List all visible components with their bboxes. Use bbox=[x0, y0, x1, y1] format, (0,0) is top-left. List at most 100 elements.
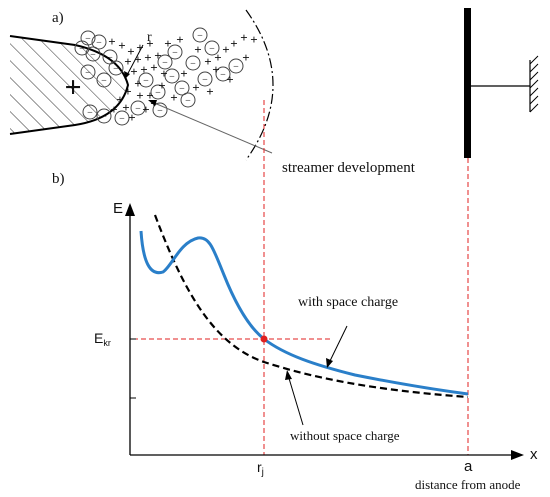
negative-ion bbox=[164, 68, 180, 84]
anode-outline bbox=[9, 35, 130, 135]
positive-charge: + bbox=[146, 36, 153, 51]
with-space-charge-curve bbox=[139, 230, 469, 396]
negative-ion bbox=[150, 84, 166, 100]
positive-charge: + bbox=[160, 66, 167, 81]
negative-ion-sign: − bbox=[107, 53, 113, 64]
ekr-tick-main: E bbox=[94, 330, 103, 346]
negative-ions: − −−− −−−−− − −−−−−−−−−−−− −−−− bbox=[74, 27, 244, 126]
positive-charge: + bbox=[154, 48, 161, 63]
negative-ion bbox=[192, 27, 208, 43]
rj-tick-label: rj bbox=[257, 459, 264, 478]
negative-ion-sign: − bbox=[79, 44, 85, 55]
negative-ion-sign: − bbox=[85, 68, 91, 79]
positive-charge: + bbox=[194, 42, 201, 57]
negative-ion bbox=[152, 102, 168, 118]
negative-ion-sign: − bbox=[179, 84, 185, 95]
positive-charge: + bbox=[158, 78, 165, 93]
negative-ion bbox=[197, 71, 213, 87]
positive-charge: + bbox=[118, 38, 125, 53]
streamer-boundary bbox=[245, 9, 274, 161]
positive-charge: + bbox=[146, 88, 153, 103]
positive-charge: + bbox=[130, 64, 137, 79]
ekr-tick-label: Ekr bbox=[94, 330, 111, 348]
negative-ion-sign: − bbox=[185, 96, 191, 107]
positive-charge: + bbox=[128, 110, 135, 125]
negative-ion bbox=[91, 34, 107, 50]
streamer-pointer-line bbox=[151, 101, 273, 154]
positive-charge: + bbox=[214, 50, 221, 65]
streamer-pointer-arrowhead bbox=[148, 100, 157, 106]
positive-charge: + bbox=[230, 36, 237, 51]
negative-ion bbox=[96, 108, 112, 124]
positive-charge: + bbox=[108, 34, 115, 49]
streamer-label: streamer development bbox=[282, 160, 416, 176]
positive-charges: ++++++++++++++++++++++++++++++++++++++++ bbox=[108, 30, 257, 125]
negative-ion-sign: − bbox=[119, 114, 125, 125]
ground-hatching bbox=[529, 55, 539, 113]
negative-ion bbox=[80, 64, 96, 80]
ekr-tick-sub: kr bbox=[103, 338, 111, 348]
with-space-charge-label: with space charge bbox=[298, 295, 398, 310]
panel-a: a) + r − −−− −−−−− − −−−−−−−−−−−− −−−− + + + + ++… bbox=[9, 8, 539, 176]
negative-ion bbox=[228, 58, 244, 74]
rj-tick-sub: j bbox=[261, 467, 264, 478]
positive-charge: + bbox=[170, 90, 177, 105]
without-space-charge-label: without space charge bbox=[290, 428, 400, 443]
negative-ion-sign: − bbox=[90, 50, 96, 61]
x-axis-label: x bbox=[530, 446, 538, 463]
negative-ion bbox=[82, 104, 98, 120]
rj-tick-main: r bbox=[257, 459, 262, 475]
y-axis-label: E bbox=[113, 200, 123, 217]
x-axis-arrowhead bbox=[511, 450, 524, 460]
panel-a-label: a) bbox=[52, 10, 64, 26]
negative-ion-sign: − bbox=[233, 62, 239, 73]
negative-ion-sign: − bbox=[96, 38, 102, 49]
intersection-point bbox=[260, 335, 268, 343]
positive-charge: + bbox=[124, 84, 131, 99]
negative-ion-sign: − bbox=[172, 48, 178, 59]
cathode-plate bbox=[464, 8, 471, 158]
negative-ion-sign: − bbox=[162, 58, 168, 69]
positive-charge: + bbox=[142, 102, 149, 117]
negative-ion bbox=[96, 72, 112, 88]
negative-ion bbox=[85, 46, 101, 62]
negative-ion bbox=[180, 92, 196, 108]
positive-charge: + bbox=[150, 60, 157, 75]
positive-charge: + bbox=[240, 30, 247, 45]
positive-charge: + bbox=[124, 54, 131, 69]
positive-charge: + bbox=[134, 52, 141, 67]
negative-ion-sign: − bbox=[85, 34, 91, 45]
negative-ion-sign: − bbox=[101, 112, 107, 123]
negative-ion bbox=[185, 55, 201, 71]
positive-charge: + bbox=[164, 36, 171, 51]
negative-ion bbox=[174, 80, 190, 96]
positive-charge: + bbox=[222, 42, 229, 57]
positive-charge: + bbox=[144, 50, 151, 65]
negative-ion-sign: − bbox=[202, 75, 208, 86]
positive-charge: + bbox=[140, 62, 147, 77]
positive-charge: + bbox=[180, 66, 187, 81]
positive-charge: + bbox=[116, 92, 123, 107]
negative-ion bbox=[167, 44, 183, 60]
without-space-charge-arrowhead bbox=[285, 370, 292, 380]
negative-ion bbox=[138, 72, 154, 88]
without-space-charge-curve bbox=[153, 214, 469, 399]
negative-ion-sign: − bbox=[143, 76, 149, 87]
negative-ion-sign: − bbox=[101, 76, 107, 87]
negative-ion-sign: − bbox=[87, 108, 93, 119]
positive-charge: + bbox=[176, 32, 183, 47]
positive-charge: + bbox=[134, 76, 141, 91]
radius-marker: r bbox=[124, 30, 152, 80]
negative-ion-sign: − bbox=[209, 44, 215, 55]
negative-ion-sign: − bbox=[155, 88, 161, 99]
positive-charge: + bbox=[226, 72, 233, 87]
negative-ion bbox=[114, 110, 130, 126]
a-tick-label: a bbox=[464, 458, 473, 475]
negative-ion-sign: − bbox=[190, 59, 196, 70]
positive-charge: + bbox=[206, 84, 213, 99]
negative-ion bbox=[215, 66, 231, 82]
positive-charge: + bbox=[212, 62, 219, 77]
without-space-charge-pointer bbox=[287, 374, 304, 426]
positive-charge: + bbox=[242, 50, 249, 65]
